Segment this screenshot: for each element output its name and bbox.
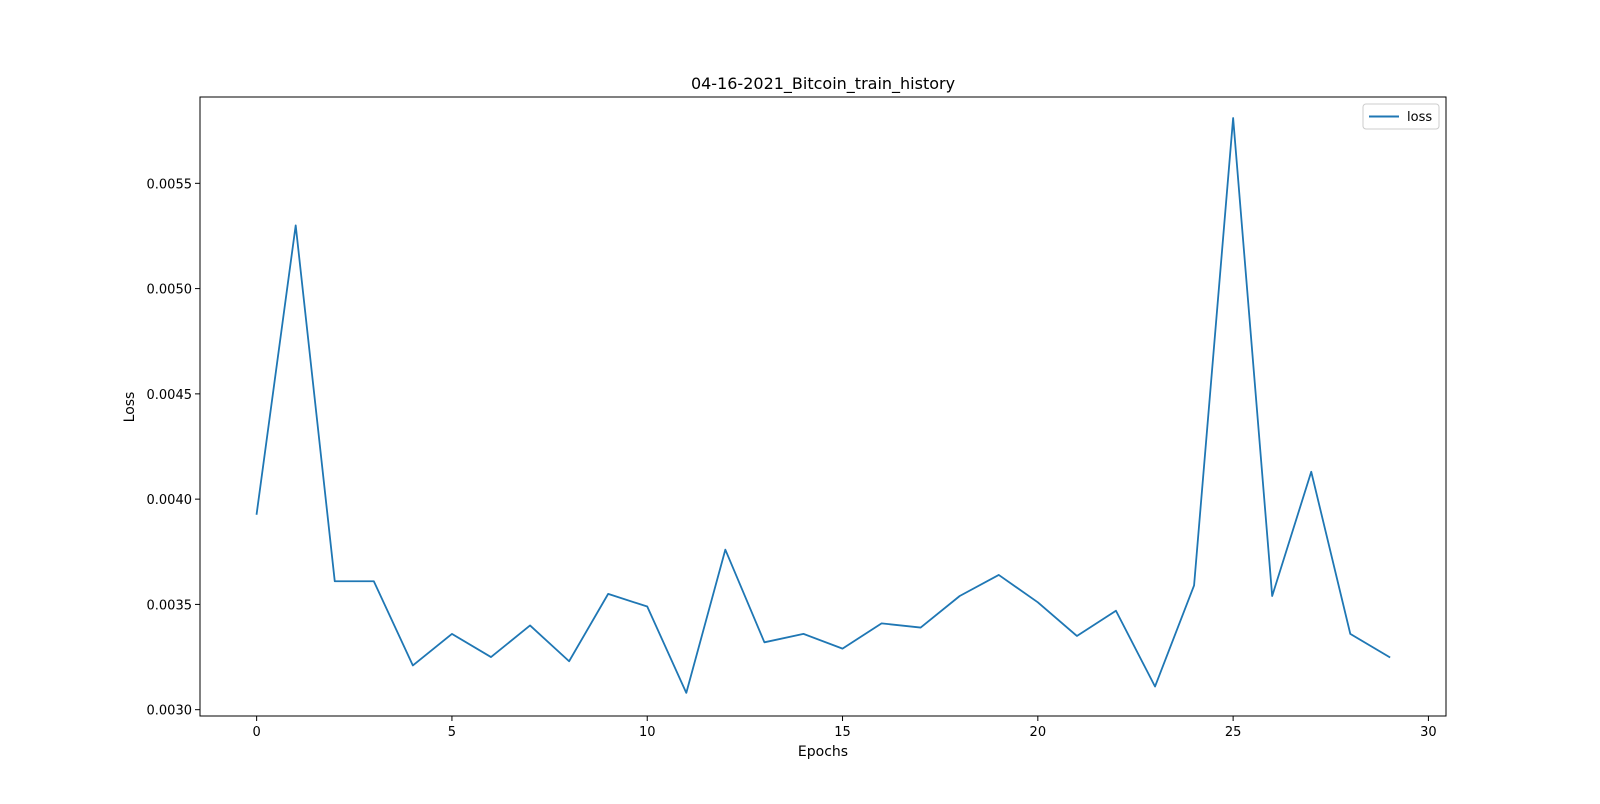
x-tick-label: 0: [252, 725, 260, 740]
chart-title: 04-16-2021_Bitcoin_train_history: [691, 74, 955, 94]
x-tick-label: 5: [448, 725, 456, 740]
x-tick-label: 30: [1420, 725, 1437, 740]
y-tick-label: 0.0050: [147, 283, 193, 298]
x-axis-label: Epochs: [798, 744, 848, 760]
y-tick-label: 0.0045: [147, 388, 193, 403]
y-tick-label: 0.0035: [147, 598, 193, 613]
legend-label-loss: loss: [1407, 110, 1432, 125]
y-tick-label: 0.0030: [147, 704, 193, 719]
x-tick-label: 20: [1030, 725, 1047, 740]
y-tick-label: 0.0055: [147, 177, 193, 192]
y-axis-label: Loss: [122, 392, 138, 423]
x-tick-label: 25: [1225, 725, 1242, 740]
legend: loss: [1363, 104, 1439, 129]
y-tick-label: 0.0040: [147, 493, 193, 508]
x-tick-label: 10: [639, 725, 656, 740]
x-tick-label: 15: [834, 725, 851, 740]
